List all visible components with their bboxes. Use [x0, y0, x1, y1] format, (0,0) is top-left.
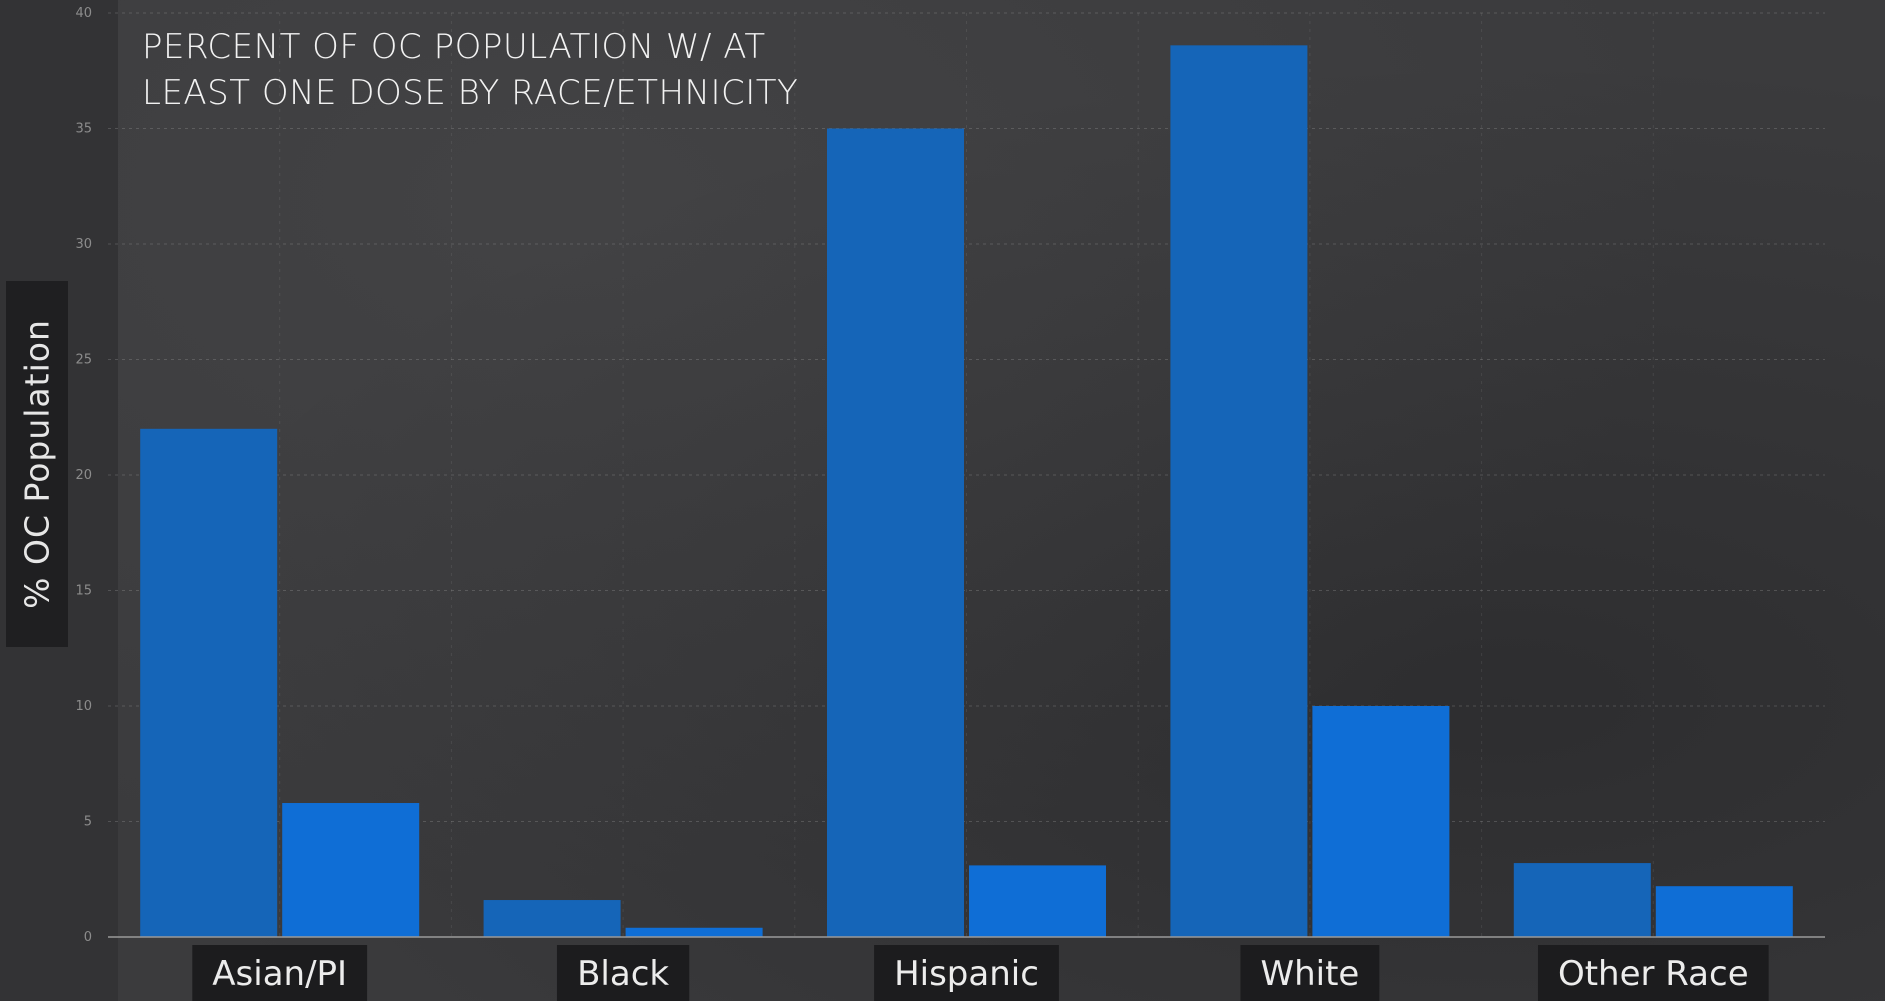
x-tick-label: Other Race — [1558, 954, 1749, 994]
y-axis-ticks: 0 5 10 15 20 25 30 35 40 — [75, 6, 92, 945]
bar — [625, 927, 763, 937]
x-tick-label: Black — [577, 954, 669, 994]
x-tick-group: Other Race — [1537, 945, 1769, 1001]
y-tick-label: 20 — [75, 468, 92, 483]
x-tick-group: White — [1240, 945, 1380, 1001]
bar — [1170, 45, 1308, 937]
y-tick-label: 25 — [75, 353, 92, 368]
chart-title: PERCENT OF OC POPULATION W/ AT LEAST ONE… — [142, 27, 799, 113]
gridlines — [108, 12, 1825, 938]
y-tick-label: 30 — [75, 237, 92, 252]
bar — [969, 865, 1106, 937]
x-tick-label-box — [192, 945, 368, 1001]
y-tick-label: 15 — [75, 584, 92, 599]
x-tick-label: White — [1260, 954, 1359, 994]
bar — [483, 900, 621, 937]
x-axis-ticks: Asian/PI Black Hispanic White Other Race — [192, 945, 1769, 1001]
y-axis-label-box — [6, 281, 68, 647]
bar — [1312, 706, 1450, 937]
x-tick-label-box — [556, 945, 690, 1001]
x-tick-label: Asian/PI — [212, 954, 347, 994]
y-tick-label: 0 — [84, 930, 92, 945]
bar — [1513, 863, 1651, 937]
x-tick-label-box — [1537, 945, 1769, 1001]
y-tick-label: 40 — [75, 6, 92, 21]
x-tick-label-box — [874, 945, 1059, 1001]
x-tick-label-box — [1240, 945, 1380, 1001]
x-tick-group: Black — [556, 945, 690, 1001]
y-tick-label: 5 — [84, 815, 92, 830]
bars — [140, 45, 1793, 937]
x-tick-group: Asian/PI — [192, 945, 368, 1001]
bar — [140, 428, 278, 937]
bar — [827, 128, 964, 937]
y-tick-label: 35 — [75, 122, 92, 137]
bar — [282, 803, 420, 937]
x-tick-label: Hispanic — [894, 954, 1039, 994]
bar — [1655, 886, 1793, 937]
y-tick-label: 10 — [75, 699, 92, 714]
x-tick-group: Hispanic — [874, 945, 1059, 1001]
